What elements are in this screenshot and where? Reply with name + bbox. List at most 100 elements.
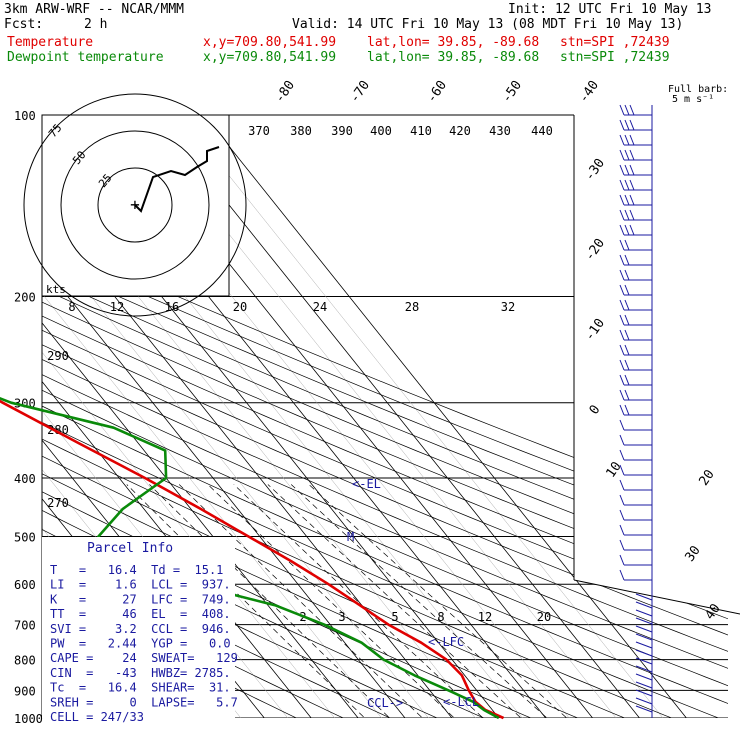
parcel-info-box [42, 537, 235, 718]
wind-barb [619, 329, 652, 341]
isotherm-line [0, 115, 6, 718]
wind-barb-flag [629, 149, 635, 161]
wind-barb-staff [635, 625, 653, 633]
m-marker: M [347, 530, 354, 544]
wind-barb [619, 509, 652, 521]
mixing-ratio-label: 3 [338, 610, 345, 624]
isotherm-line [42, 115, 335, 718]
wind-barb-flag [619, 509, 625, 521]
valid-time: Valid: 14 UTC Fri 10 May 13 (08 MDT Fri … [292, 17, 684, 32]
wind-barb [619, 524, 652, 536]
wind-barb-flag [629, 224, 635, 236]
dewpoint-latlon: lat,lon= 39.85, -89.68 [367, 50, 540, 65]
wind-barb-flag [619, 299, 625, 311]
wind-barb-staff [635, 689, 653, 697]
wind-barb-flag [619, 239, 625, 251]
wind-barb [619, 434, 652, 446]
wind-barb [619, 359, 652, 371]
theta-label: 390 [331, 124, 353, 138]
wind-barb-flag [619, 224, 625, 236]
isotherm-label: 10 [603, 459, 624, 480]
wind-barb [619, 179, 652, 191]
wind-barb-flag [619, 494, 625, 506]
wind-barb-flag [629, 119, 635, 131]
parcel-info-row: T = 16.4 Td = 15.1 [50, 563, 223, 577]
wind-barb-staff [635, 633, 653, 641]
wind-barb-flag [619, 329, 625, 341]
isotherm-label: 30 [682, 543, 703, 564]
dewpoint-xy: x,y=709.80,541.99 [203, 50, 337, 65]
temperature-station: stn=SPI ,72439 [560, 35, 670, 50]
isotherm-label: -80 [272, 78, 298, 106]
wind-barb [619, 569, 652, 581]
theta-label: 430 [489, 124, 511, 138]
theta-label: 400 [370, 124, 392, 138]
wind-barb-flag [624, 164, 630, 176]
parcel-info-row: LI = 1.6 LCL = 937. [50, 578, 231, 592]
dry-adiabat [42, 127, 657, 718]
dry-adiabat [42, 127, 728, 718]
wind-barb-staff [635, 665, 653, 673]
wind-barb [635, 609, 653, 617]
adiabat-label: 280 [47, 423, 69, 437]
wind-barb [619, 104, 652, 116]
theta-label: 440 [531, 124, 553, 138]
hodograph-center-mark: + [130, 195, 140, 214]
wind-barb [619, 314, 652, 326]
wind-barb-flag [624, 104, 630, 116]
temperature-legend-label: Temperature [7, 35, 94, 50]
dry-adiabat [42, 127, 728, 718]
wind-barb [635, 705, 653, 713]
wind-barb [619, 419, 652, 431]
mixing-ratio-line [233, 484, 498, 718]
wind-barb-flag [624, 329, 630, 341]
mixing-ratio-line [308, 484, 582, 718]
mixing-ratio-label: 12 [478, 610, 492, 624]
isotherm-line [180, 115, 664, 718]
wind-barb [619, 209, 652, 221]
wind-barb-flag [619, 464, 625, 476]
wind-barb-flag [624, 344, 630, 356]
isotherm-line [42, 115, 406, 718]
wind-barb-staff [635, 657, 653, 665]
wind-barb-flag [619, 149, 625, 161]
wind-barb [619, 224, 652, 236]
pressure-tick-label: 400 [14, 472, 36, 486]
wind-barb [619, 299, 652, 311]
mixing-ratio-label: 16 [165, 300, 179, 314]
dry-adiabat [42, 127, 728, 718]
adiabat-label: 290 [47, 349, 69, 363]
mixing-ratio-label: 5 [391, 610, 398, 624]
temperature-profile [0, 399, 505, 720]
wind-barb-flag [629, 164, 635, 176]
mixing-ratio-line [149, 484, 404, 718]
wind-barb [619, 554, 652, 566]
wind-barb [635, 697, 653, 705]
wind-barb-staff [635, 601, 653, 609]
wind-barb [619, 449, 652, 461]
parcel-info-row: TT = 46 EL = 408. [50, 607, 231, 621]
wind-barb-flag [619, 539, 625, 551]
parcel-info-row: K = 27 LFC = 749. [50, 592, 231, 606]
wind-barb-flag [619, 359, 625, 371]
wind-barb-staff [635, 705, 653, 713]
dry-adiabat [42, 127, 728, 718]
ccl-marker: CCL-> [367, 696, 403, 710]
parcel-info-row: Tc = 16.4 SHEAR= 31. [50, 681, 231, 695]
isotherm-line [42, 115, 382, 718]
mixing-ratio-line [267, 484, 536, 718]
wind-barb-flag [629, 104, 635, 116]
theta-label: 370 [248, 124, 270, 138]
wind-barb-staff [635, 673, 653, 681]
wind-barb-flag [619, 284, 625, 296]
pressure-tick-label: 1000 [14, 712, 43, 726]
wind-barb-flag [619, 104, 625, 116]
wind-barb [635, 593, 653, 601]
temperature-xy: x,y=709.80,541.99 [203, 35, 337, 50]
dry-adiabat [42, 127, 324, 718]
dewpoint-profile [0, 396, 500, 720]
adiabat-label: 270 [47, 496, 69, 510]
wind-barb-staff [635, 641, 653, 649]
wind-barb-flag [619, 404, 625, 416]
